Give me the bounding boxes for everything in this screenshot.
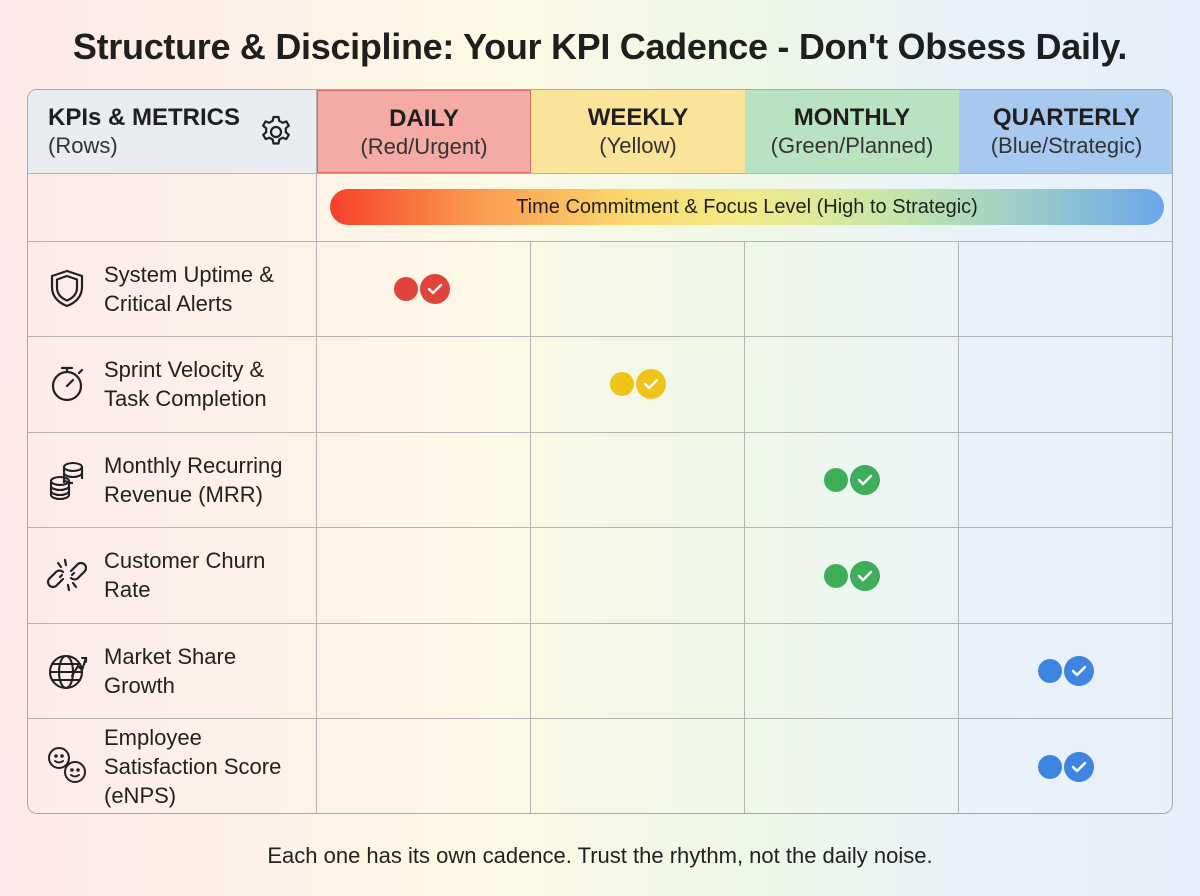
kpi-label-line: Critical Alerts bbox=[104, 291, 233, 316]
grid-divider bbox=[28, 173, 1172, 174]
focus-level-gradient-bar: Time Commitment & Focus Level (High to S… bbox=[330, 189, 1164, 225]
cadence-marker-quarterly bbox=[1038, 752, 1098, 782]
cadence-marker-monthly bbox=[824, 465, 884, 495]
cadence-dot bbox=[394, 277, 418, 301]
smiley-faces-icon bbox=[48, 747, 86, 783]
column-subtitle: (Red/Urgent) bbox=[360, 134, 488, 159]
kpi-label: Customer Churn Rate bbox=[104, 546, 309, 604]
cadence-dot bbox=[824, 564, 848, 588]
column-header-daily: DAILY (Red/Urgent) bbox=[317, 90, 531, 173]
cadence-dot bbox=[1038, 659, 1062, 683]
kpi-cadence-grid: KPIs & METRICS (Rows) DAILY (Red/Urgent)… bbox=[27, 89, 1173, 814]
kpi-label-line: Market Share bbox=[104, 644, 237, 669]
kpi-label-line: Employee bbox=[104, 725, 202, 750]
column-header-monthly: MONTHLY (Green/Planned) bbox=[745, 90, 959, 173]
kpi-label-line: Monthly Recurring bbox=[104, 453, 283, 478]
kpi-label-line: Sprint Velocity & bbox=[104, 357, 265, 382]
corner-title: KPIs & METRICS bbox=[48, 104, 241, 131]
check-icon bbox=[850, 465, 880, 495]
header-corner: KPIs & METRICS (Rows) bbox=[28, 90, 317, 173]
globe-growth-icon bbox=[48, 654, 88, 690]
column-header-weekly: WEEKLY (Yellow) bbox=[531, 90, 745, 173]
cadence-dot bbox=[824, 468, 848, 492]
check-icon bbox=[1064, 752, 1094, 782]
column-subtitle: (Blue/Strategic) bbox=[990, 133, 1143, 158]
cadence-marker-weekly bbox=[610, 369, 670, 399]
kpi-row-sprint-velocity: Sprint Velocity & Task Completion bbox=[28, 336, 317, 431]
cadence-marker-quarterly bbox=[1038, 656, 1098, 686]
cadence-marker-daily bbox=[394, 274, 454, 304]
kpi-label-line: (eNPS) bbox=[104, 783, 177, 808]
footer-caption: Each one has its own cadence. Trust the … bbox=[267, 843, 933, 868]
column-title: DAILY bbox=[389, 105, 459, 132]
column-title: MONTHLY bbox=[793, 104, 911, 131]
kpi-label-line: Growth bbox=[104, 673, 175, 698]
cadence-marker-monthly bbox=[824, 561, 884, 591]
kpi-row-enps: Employee Satisfaction Score (eNPS) bbox=[28, 718, 317, 813]
kpi-row-market-share: Market Share Growth bbox=[28, 623, 317, 718]
cadence-dot bbox=[1038, 755, 1062, 779]
check-icon bbox=[636, 369, 666, 399]
grid-divider bbox=[28, 336, 1172, 337]
shield-icon bbox=[50, 269, 84, 308]
grid-divider bbox=[28, 241, 1172, 242]
kpi-row-mrr: Monthly Recurring Revenue (MRR) bbox=[28, 432, 317, 527]
check-icon bbox=[850, 561, 880, 591]
column-title: WEEKLY bbox=[587, 104, 689, 131]
column-title: QUARTERLY bbox=[992, 104, 1141, 131]
kpi-label-line: Task Completion bbox=[104, 386, 267, 411]
grid-divider bbox=[316, 90, 317, 813]
grid-divider bbox=[28, 432, 1172, 433]
kpi-label-line: Rate bbox=[104, 577, 151, 602]
gear-icon[interactable] bbox=[258, 114, 294, 150]
column-subtitle: (Yellow) bbox=[599, 133, 677, 158]
kpi-label-line: Satisfaction Score bbox=[104, 754, 282, 779]
coin-stack-icon bbox=[49, 461, 84, 501]
kpi-label: Monthly Recurring Revenue (MRR) bbox=[104, 451, 309, 509]
kpi-label: Employee Satisfaction Score (eNPS) bbox=[104, 723, 309, 810]
column-subtitle: (Green/Planned) bbox=[770, 133, 934, 158]
kpi-row-churn: Customer Churn Rate bbox=[28, 527, 317, 622]
page-title: Structure & Discipline: Your KPI Cadence… bbox=[72, 26, 1128, 67]
broken-link-icon bbox=[46, 558, 88, 592]
kpi-label: Sprint Velocity & Task Completion bbox=[104, 355, 309, 413]
kpi-label-line: Customer Churn bbox=[104, 548, 266, 573]
stopwatch-icon bbox=[51, 366, 84, 402]
check-icon bbox=[1064, 656, 1094, 686]
kpi-label: System Uptime & Critical Alerts bbox=[104, 260, 309, 318]
column-header-quarterly: QUARTERLY (Blue/Strategic) bbox=[959, 90, 1172, 173]
grid-divider bbox=[28, 527, 1172, 528]
kpi-row-system-uptime: System Uptime & Critical Alerts bbox=[28, 241, 317, 336]
grid-divider bbox=[28, 623, 1172, 624]
kpi-label-line: System Uptime & bbox=[104, 262, 274, 287]
cadence-dot bbox=[610, 372, 634, 396]
kpi-label-line: Revenue (MRR) bbox=[104, 482, 263, 507]
grid-divider bbox=[28, 718, 1172, 719]
check-icon bbox=[420, 274, 450, 304]
corner-subtitle: (Rows) bbox=[48, 133, 118, 158]
kpi-label: Market Share Growth bbox=[104, 642, 309, 700]
